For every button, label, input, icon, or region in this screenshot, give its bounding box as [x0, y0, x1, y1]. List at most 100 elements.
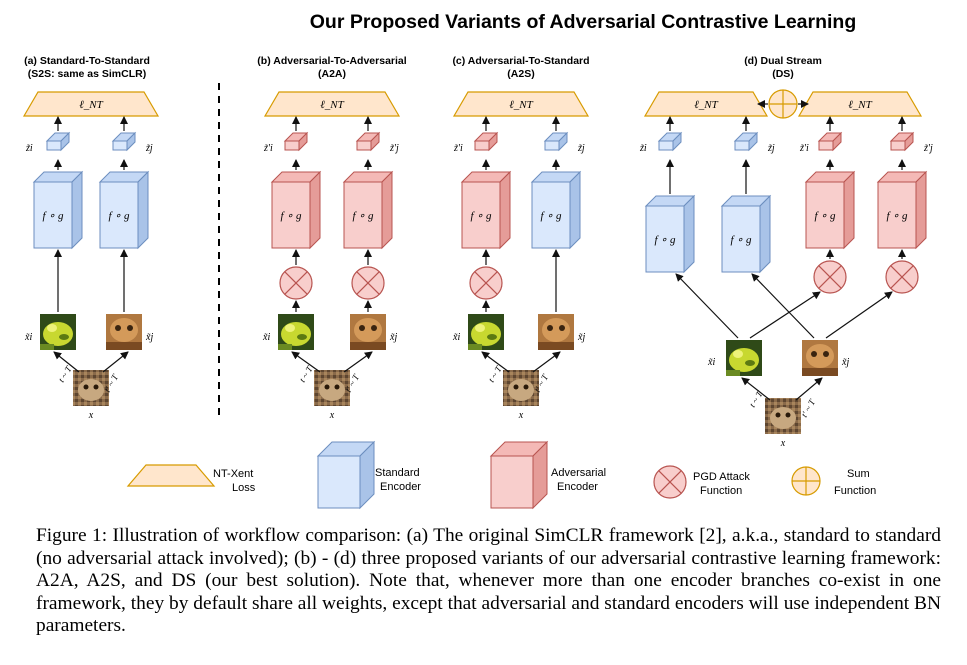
- label-d-tp: t' ~ T: [799, 397, 818, 419]
- proj-d-1-front: [734, 140, 750, 151]
- encoder-d-0: [644, 194, 696, 274]
- panel-c-title: (c) Adversarial-To-Standard: [452, 55, 589, 67]
- encoder-a-i-side: [71, 170, 83, 250]
- panel-d-subtitle: (DS): [772, 68, 794, 80]
- loss-b-label: ℓ_NT: [320, 99, 344, 111]
- label-c-xj: x̃j: [577, 332, 585, 343]
- image-a-xi-body: [43, 322, 73, 346]
- panel-a-subtitle: (S2S: same as SimCLR): [28, 68, 146, 80]
- encoder-d-1-label: f ∘ g: [731, 234, 752, 246]
- arrow-d-xi-pgd2: [749, 291, 821, 339]
- proj-b-j: [355, 131, 381, 152]
- label-d-z-0: z̃i: [639, 143, 647, 154]
- proj-d-2: [817, 131, 843, 152]
- pgd-d-2: [813, 260, 847, 294]
- legend-pgd-line1: PGD Attack: [693, 471, 750, 483]
- proj-b-i-front: [284, 140, 300, 151]
- encoder-d-3-front: [877, 181, 917, 249]
- legend-pgd-icon: [653, 465, 687, 499]
- image-d-xj-eye1: [811, 351, 817, 357]
- legend-standard-line1: Standard: [375, 467, 420, 479]
- proj-a-j-front: [112, 140, 128, 151]
- image-c-x-eye1: [513, 384, 519, 390]
- label-d-z-1: z̃j: [767, 143, 775, 154]
- encoder-d-0-front: [645, 205, 685, 273]
- encoder-a-j-front: [99, 181, 139, 249]
- image-c-x-body: [508, 379, 534, 401]
- loss-a-shape: [22, 91, 160, 117]
- encoder-b-j-label: f ∘ g: [353, 210, 374, 222]
- legend-pgd-icon-x2: [658, 470, 682, 494]
- image-c-xi: [468, 314, 504, 350]
- loss-d-adv-shape: [797, 91, 923, 117]
- encoder-d-1-front: [721, 205, 761, 273]
- encoder-d-3: [876, 170, 928, 250]
- legend-standard-icon-front: [317, 455, 361, 509]
- loss-b-shape: [263, 91, 401, 117]
- label-d-xi: x̃i: [707, 357, 715, 368]
- figure-caption: Figure 1: Illustration of workflow compa…: [36, 525, 941, 637]
- encoder-a-j: [98, 170, 150, 250]
- encoder-d-1: [720, 194, 772, 274]
- legend-adversarial-icon-front: [490, 455, 534, 509]
- pgd-b-i-x2: [284, 271, 308, 295]
- image-b-xj: [350, 314, 386, 350]
- image-c-x: [503, 370, 539, 406]
- legend-standard-line2: Encoder: [380, 481, 421, 493]
- image-a-xj-eye2: [127, 325, 133, 331]
- image-c-xj-eye2: [559, 325, 565, 331]
- proj-d-1: [733, 131, 759, 152]
- image-a-xi-leaf: [40, 344, 54, 350]
- image-b-xj-head: [354, 318, 382, 342]
- legend-adversarial-icon: [489, 440, 549, 510]
- label-a-x: x: [88, 410, 94, 421]
- encoder-c-i-side: [499, 170, 511, 250]
- loss-d-std: ℓ_NT: [643, 91, 769, 117]
- image-c-xj-base: [538, 342, 574, 350]
- pgd-b-j: [351, 266, 385, 300]
- proj-a-i: [45, 131, 71, 152]
- image-b-xj-eye1: [359, 325, 365, 331]
- proj-b-i: [283, 131, 309, 152]
- arrow-b-aug-j: [343, 351, 373, 373]
- encoder-d-2-front: [805, 181, 845, 249]
- encoder-d-1-side: [759, 194, 771, 274]
- label-d-x: x: [780, 438, 786, 449]
- label-a-xj: x̃j: [145, 332, 153, 343]
- proj-a-i-front: [46, 140, 62, 151]
- encoder-d-2: [804, 170, 856, 250]
- arrow-d-aug-i: [741, 377, 771, 401]
- encoder-c-i: [460, 170, 512, 250]
- panel-b-title: (b) Adversarial-To-Adversarial: [257, 55, 406, 67]
- legend-loss-line1: NT-Xent: [213, 468, 253, 480]
- legend-loss-line2: Loss: [232, 482, 256, 494]
- panel-b-subtitle: (A2A): [318, 68, 346, 80]
- label-c-zj: z̃j: [577, 143, 585, 154]
- encoder-a-j-side: [137, 170, 149, 250]
- arrow-d-xj-pgd3: [825, 291, 893, 339]
- label-d-z-3: z̃'j: [923, 143, 933, 154]
- image-a-xi-spot2: [59, 334, 69, 340]
- image-a-xj-eye1: [115, 325, 121, 331]
- encoder-d-0-side: [683, 194, 695, 274]
- label-c-xi: x̃i: [452, 332, 460, 343]
- panel-c-subtitle: (A2S): [507, 68, 534, 80]
- image-a-xj-head: [110, 318, 138, 342]
- image-d-xj: [802, 340, 838, 376]
- pgd-d-3-x2: [890, 265, 914, 289]
- image-b-x-eye2: [334, 384, 340, 390]
- image-c-xi-spot2: [487, 334, 497, 340]
- legend-sum-line1: Sum: [847, 468, 870, 480]
- pgd-d-3: [885, 260, 919, 294]
- encoder-d-2-label: f ∘ g: [815, 210, 836, 222]
- image-c-xj: [538, 314, 574, 350]
- image-a-xi: [40, 314, 76, 350]
- image-b-xi-spot2: [297, 334, 307, 340]
- label-d-t: t ~ T: [747, 389, 765, 409]
- pgd-d-2-x2: [818, 265, 842, 289]
- label-a-zi: z̃i: [25, 143, 33, 154]
- image-b-x: [314, 370, 350, 406]
- arrow-a-aug-j: [102, 351, 129, 373]
- encoder-a-i: [32, 170, 84, 250]
- encoder-b-j: [342, 170, 394, 250]
